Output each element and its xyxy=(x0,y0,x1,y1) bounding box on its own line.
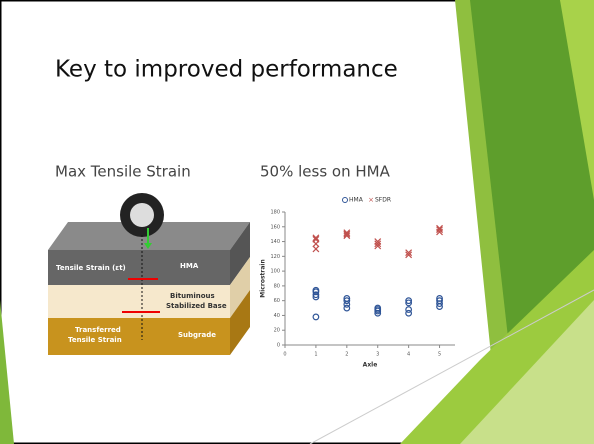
x-tick-label: 2 xyxy=(345,352,348,358)
legend-marker xyxy=(342,197,348,203)
data-point xyxy=(374,238,382,245)
marker-stroke xyxy=(436,224,443,232)
y-tick-label: 80 xyxy=(274,283,280,289)
diagram-label: Stabilized Base xyxy=(166,302,227,310)
data-point xyxy=(405,309,413,317)
marker-stroke xyxy=(405,251,413,259)
marker-stroke xyxy=(312,235,320,243)
data-point xyxy=(343,230,351,238)
data-point xyxy=(312,234,320,242)
marker-stroke xyxy=(374,240,382,248)
data-point xyxy=(312,313,320,321)
data-point xyxy=(405,251,413,259)
marker-stroke xyxy=(405,249,413,257)
marker-stroke xyxy=(312,234,320,242)
side-face xyxy=(230,257,250,318)
data-point xyxy=(374,240,382,248)
side-face xyxy=(230,222,250,285)
data-point xyxy=(312,245,320,253)
data-point xyxy=(312,291,320,299)
x-tick-label: 3 xyxy=(376,352,379,358)
data-point xyxy=(343,304,351,312)
data-point xyxy=(436,295,443,302)
marker-stroke xyxy=(343,230,351,238)
data-point xyxy=(312,286,320,294)
data-point xyxy=(436,224,443,232)
y-tick-label: 40 xyxy=(274,313,280,319)
data-point xyxy=(436,226,443,234)
diagram-label: Bituminous xyxy=(170,292,215,300)
green-shape xyxy=(460,300,594,444)
data-point xyxy=(343,295,351,302)
diagram-label: Tensile Strain xyxy=(68,336,122,344)
data-point xyxy=(343,297,351,305)
diagram-label: Transferred xyxy=(75,326,121,334)
data-point xyxy=(312,235,320,243)
caption: 50% less on HMA xyxy=(260,163,391,181)
wheel-hub xyxy=(130,203,154,227)
y-tick-label: 60 xyxy=(274,298,280,304)
data-point xyxy=(405,297,413,305)
subgrade-layer xyxy=(48,318,230,355)
load-arrow xyxy=(144,243,152,249)
green-shape xyxy=(0,300,14,444)
data-point xyxy=(343,232,351,240)
x-tick-label: 5 xyxy=(438,352,441,358)
diagram-label: Tensile Strain (εt) xyxy=(56,264,126,272)
y-tick-label: 180 xyxy=(270,210,280,216)
x-axis-label: Axle xyxy=(363,362,378,369)
y-tick-label: 140 xyxy=(270,239,280,245)
y-tick-label: 100 xyxy=(270,269,280,275)
data-point xyxy=(405,249,413,257)
x-tick-label: 4 xyxy=(407,352,410,358)
marker-stroke xyxy=(374,238,382,245)
data-point xyxy=(343,229,351,237)
x-tick-label: 0 xyxy=(283,352,286,358)
legend-marker: × xyxy=(368,196,374,204)
y-tick-label: 160 xyxy=(270,224,280,230)
diagram-label: HMA xyxy=(180,262,199,270)
data-point xyxy=(405,299,413,307)
marker-stroke xyxy=(343,229,351,237)
data-point xyxy=(436,297,443,305)
pavement-diagram: Tensile Strain (εt) HMA Bituminous Stabi… xyxy=(48,193,250,355)
marker-stroke xyxy=(436,226,443,234)
green-shape xyxy=(560,0,594,200)
caption: Max Tensile Strain xyxy=(55,163,191,181)
y-axis-label: Microstrain xyxy=(260,259,267,297)
x-tick-label: 1 xyxy=(314,352,317,358)
y-tick-label: 20 xyxy=(274,328,280,334)
slide-title: Key to improved performance xyxy=(55,57,398,83)
scatter-chart: 0 20 40 60 80 100 120 140 160 180 0 1 2 3 4 5 Axle Micros… xyxy=(260,196,455,369)
marker-stroke xyxy=(312,245,320,253)
y-tick-label: 120 xyxy=(270,254,280,260)
side-face xyxy=(230,290,250,355)
deco-line xyxy=(309,289,594,444)
data-point xyxy=(374,304,382,312)
legend-label: HMA xyxy=(349,197,364,204)
data-point xyxy=(405,306,413,313)
diagram-label: Subgrade xyxy=(178,331,216,339)
legend-label: SFDR xyxy=(375,197,391,204)
y-tick-label: 0 xyxy=(277,343,280,349)
marker-stroke xyxy=(343,232,351,240)
